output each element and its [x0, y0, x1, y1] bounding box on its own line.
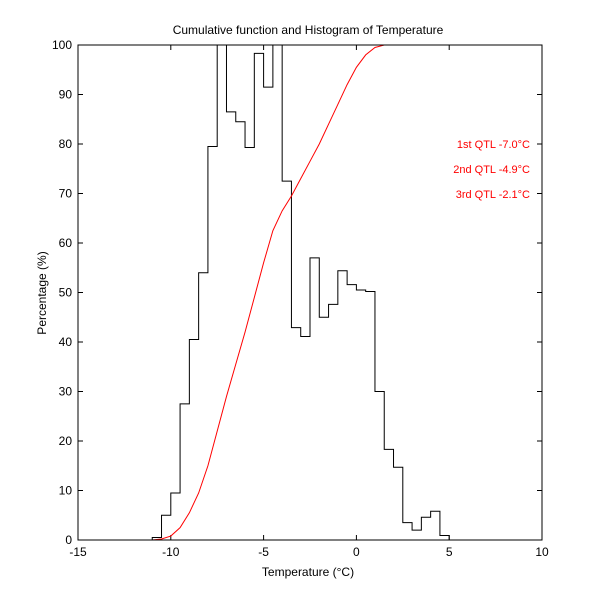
quartile-annotation: 2nd QTL -4.9°C: [453, 164, 530, 176]
plot-border: [77, 44, 543, 541]
x-tick-label: -5: [258, 545, 269, 559]
y-tick-label: 70: [59, 187, 73, 201]
y-tick-label: 90: [59, 88, 73, 102]
chart-title: Cumulative function and Histogram of Tem…: [173, 23, 444, 37]
x-tick-label: 0: [353, 545, 360, 559]
x-tick-label: -10: [162, 545, 180, 559]
y-tick-label: 40: [59, 335, 73, 349]
y-tick-label: 100: [52, 38, 72, 52]
y-tick-label: 50: [59, 286, 73, 300]
x-axis-label: Temperature (°C): [262, 565, 354, 579]
x-tick-label: 5: [446, 545, 453, 559]
y-tick-label: 80: [59, 137, 73, 151]
histogram-series: [151, 44, 450, 540]
x-tick-label: 10: [535, 545, 549, 559]
y-tick-label: 30: [59, 385, 73, 399]
y-tick-label: 10: [59, 484, 73, 498]
annotations: 1st QTL -7.0°C 2nd QTL -4.9°C 3rd QTL -2.1…: [453, 139, 530, 201]
y-axis-label: Percentage (%): [35, 251, 49, 334]
histogram-line: [151, 44, 450, 540]
y-tick-label: 0: [65, 533, 72, 547]
y-tick-label: 60: [59, 236, 73, 250]
y-tick-label: 20: [59, 434, 73, 448]
quartile-annotation: 1st QTL -7.0°C: [457, 139, 530, 151]
x-tick-label: -15: [69, 545, 87, 559]
quartile-annotation: 3rd QTL -2.1°C: [456, 189, 530, 201]
